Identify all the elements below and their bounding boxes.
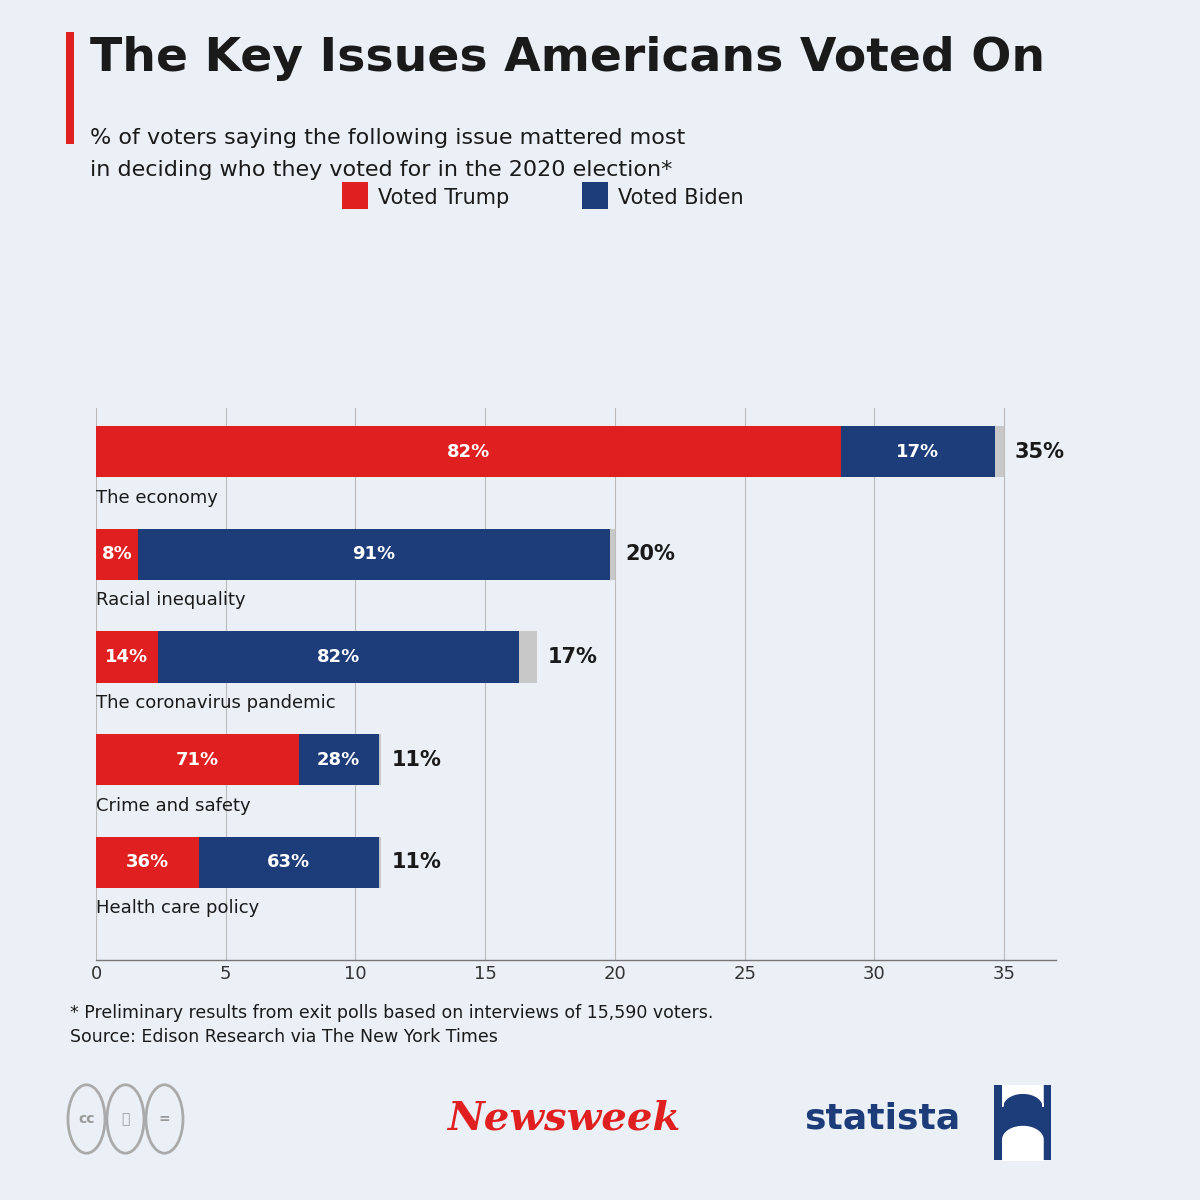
Text: The coronavirus pandemic: The coronavirus pandemic (96, 694, 336, 712)
Bar (138, 529, 610, 580)
Bar (299, 734, 378, 786)
Bar (96, 426, 841, 478)
Text: Health care policy: Health care policy (96, 900, 259, 918)
Bar (96, 836, 199, 888)
Text: Racial inequality: Racial inequality (96, 592, 246, 610)
Text: % of voters saying the following issue mattered most: % of voters saying the following issue m… (90, 128, 685, 149)
Text: Crime and safety: Crime and safety (96, 797, 251, 815)
Text: 82%: 82% (317, 648, 360, 666)
Text: 28%: 28% (317, 751, 360, 769)
Text: in deciding who they voted for in the 2020 election*: in deciding who they voted for in the 20… (90, 160, 672, 180)
Text: cc: cc (78, 1112, 95, 1126)
Bar (378, 836, 382, 888)
Bar (378, 734, 382, 786)
Bar (96, 631, 157, 683)
Text: ⓘ: ⓘ (121, 1112, 130, 1126)
Text: Newsweek: Newsweek (448, 1099, 680, 1138)
Text: Voted Biden: Voted Biden (618, 188, 744, 208)
Bar (520, 631, 538, 683)
Text: * Preliminary results from exit polls based on interviews of 15,590 voters.: * Preliminary results from exit polls ba… (70, 1004, 713, 1022)
Text: The economy: The economy (96, 488, 218, 506)
Text: =: = (158, 1112, 170, 1126)
Text: 17%: 17% (896, 443, 940, 461)
Bar (841, 426, 995, 478)
Bar (610, 529, 614, 580)
Text: 17%: 17% (547, 647, 598, 667)
Text: 91%: 91% (352, 545, 395, 563)
Text: 11%: 11% (391, 750, 442, 769)
Text: 8%: 8% (101, 545, 132, 563)
Bar (199, 836, 378, 888)
Bar (96, 734, 299, 786)
Text: Voted Trump: Voted Trump (378, 188, 509, 208)
Bar (96, 529, 138, 580)
Text: 20%: 20% (625, 545, 676, 564)
Text: 35%: 35% (1014, 442, 1064, 462)
Text: statista: statista (804, 1102, 960, 1135)
Text: 71%: 71% (175, 751, 218, 769)
Text: The Key Issues Americans Voted On: The Key Issues Americans Voted On (90, 36, 1045, 80)
Text: 82%: 82% (446, 443, 490, 461)
Text: Source: Edison Research via The New York Times: Source: Edison Research via The New York… (70, 1028, 498, 1046)
Bar (157, 631, 520, 683)
Text: 14%: 14% (106, 648, 149, 666)
Text: 63%: 63% (268, 853, 311, 871)
Text: 11%: 11% (391, 852, 442, 872)
Bar (995, 426, 1004, 478)
Text: 36%: 36% (126, 853, 169, 871)
